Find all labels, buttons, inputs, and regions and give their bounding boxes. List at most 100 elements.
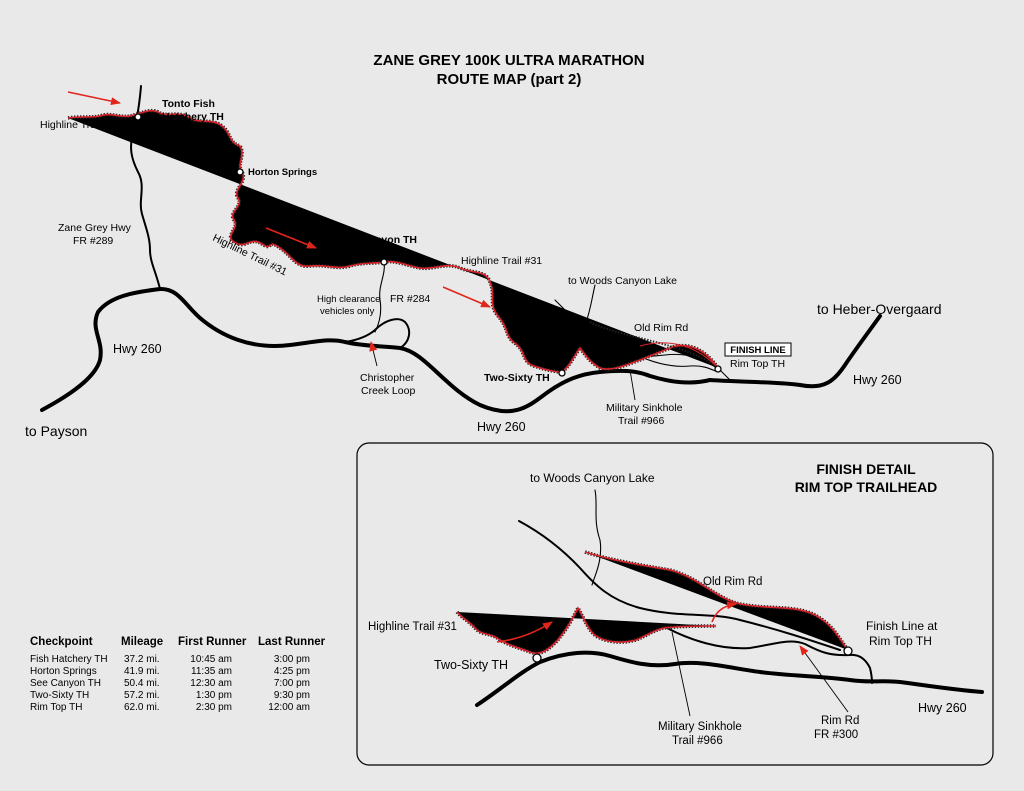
checkpoint-table: Checkpoint Mileage First Runner Last Run…	[30, 636, 326, 713]
label-highline-mid: Highline Trail #31	[461, 255, 542, 267]
inset-rim-rd-leader	[799, 645, 849, 713]
label-to-heber: to Heber-Overgaard	[817, 301, 942, 317]
table-cell-checkpoint: Horton Springs	[30, 666, 97, 677]
table-row: See Canyon TH 50.4 mi. 12:30 am 7:00 pm	[30, 678, 310, 689]
table-cell-checkpoint: Rim Top TH	[30, 702, 82, 713]
label-hwy260-right: Hwy 260	[853, 373, 902, 387]
two-sixty-marker	[558, 369, 566, 377]
old-rim-rd-main-red	[639, 342, 717, 367]
road-to-woods-canyon	[585, 284, 596, 323]
direction-arrow-3	[442, 286, 491, 308]
inset-label-two-sixty: Two-Sixty TH	[434, 658, 508, 672]
label-tonto-fish-1: Tonto Fish	[162, 98, 215, 110]
table-cell-last-runner: 4:25 pm	[274, 666, 310, 677]
inset-frame	[356, 442, 994, 766]
label-high-clearance-2: vehicles only	[320, 306, 375, 317]
horton-springs-marker	[236, 168, 244, 176]
label-finish-line: FINISH LINE	[730, 345, 785, 356]
label-hwy260-bottom: Hwy 260	[477, 420, 526, 434]
table-cell-first-runner: 10:45 am	[190, 654, 232, 665]
inset-label-finish-1: Finish Line at	[866, 619, 938, 633]
table-cell-mileage: 57.2 mi.	[124, 690, 160, 701]
map-title-line2: ROUTE MAP (part 2)	[437, 71, 582, 88]
table-cell-checkpoint: Fish Hatchery TH	[30, 654, 108, 665]
table-header-first-runner: First Runner	[178, 636, 247, 648]
label-to-payson: to Payson	[25, 423, 87, 439]
label-to-woods-canyon: to Woods Canyon Lake	[568, 275, 677, 287]
inset-military-leader	[671, 631, 691, 717]
label-tonto-fish-2: Hatchery TH	[162, 111, 224, 123]
inset-title-2: RIM TOP TRAILHEAD	[795, 479, 938, 495]
see-canyon-marker	[380, 258, 388, 266]
table-cell-last-runner: 12:00 am	[268, 702, 310, 713]
table-cell-checkpoint: See Canyon TH	[30, 678, 101, 689]
table-cell-first-runner: 12:30 am	[190, 678, 232, 689]
table-row: Rim Top TH 62.0 mi. 2:30 pm 12:00 am	[30, 702, 310, 713]
label-two-sixty: Two-Sixty TH	[484, 372, 550, 384]
label-rim-top-th: Rim Top TH	[730, 358, 785, 370]
table-cell-last-runner: 9:30 pm	[274, 690, 310, 701]
label-old-rim-rd: Old Rim Rd	[634, 322, 688, 334]
table-cell-checkpoint: Two-Sixty TH	[30, 690, 89, 701]
inset-direction-arrow-2	[711, 601, 737, 623]
christopher-leader	[369, 341, 378, 367]
inset-label-old-rim-rd: Old Rim Rd	[703, 576, 762, 588]
rim-top-marker	[714, 365, 722, 373]
inset-two-sixty-marker	[532, 653, 542, 663]
christopher-creek-loop-road	[344, 318, 411, 349]
label-zane-grey-1: Zane Grey Hwy	[58, 222, 132, 234]
inset-label-highline: Highline Trail #31	[368, 621, 457, 633]
inset-woods-canyon-spur	[591, 489, 602, 586]
label-horton-springs: Horton Springs	[248, 167, 317, 178]
direction-arrow-1	[67, 91, 121, 106]
direction-arrow-2	[265, 227, 317, 249]
old-rim-rd-main	[589, 321, 717, 367]
table-cell-first-runner: 1:30 pm	[196, 690, 232, 701]
inset-label-military-1: Military Sinkhole	[658, 721, 742, 733]
finish-detail-inset: FINISH DETAIL RIM TOP TRAILHEAD to Woods…	[356, 442, 994, 766]
inset-road-to-woods-canyon	[518, 520, 841, 651]
hwy-260-road	[40, 287, 882, 414]
label-hwy260-left: Hwy 260	[113, 342, 162, 356]
rim-road-fr300	[629, 351, 719, 373]
label-christopher-2: Creek Loop	[361, 385, 415, 397]
table-row: Fish Hatchery TH 37.2 mi. 10:45 am 3:00 …	[30, 654, 310, 665]
military-leader	[629, 369, 636, 401]
inset-rim-rd	[666, 627, 873, 684]
inset-label-finish-2: Rim Top TH	[869, 634, 932, 648]
label-high-clearance-1: High clearance	[317, 294, 380, 305]
table-cell-mileage: 50.4 mi.	[124, 678, 160, 689]
table-cell-first-runner: 2:30 pm	[196, 702, 232, 713]
table-cell-mileage: 41.9 mi.	[124, 666, 160, 677]
table-header-last-runner: Last Runner	[258, 636, 326, 648]
tonto-fish-hatchery-marker	[134, 113, 142, 121]
inset-label-rim-rd-2: FR #300	[814, 729, 858, 741]
inset-label-military-2: Trail #966	[672, 735, 723, 747]
label-highline-left: Highline Trail #31	[40, 119, 121, 131]
label-fr284: FR #284	[390, 293, 430, 305]
inset-hwy-260	[475, 650, 984, 707]
table-cell-mileage: 37.2 mi.	[124, 654, 160, 665]
inset-label-to-woods-canyon: to Woods Canyon Lake	[530, 471, 655, 485]
label-zane-grey-2: FR #289	[73, 235, 113, 247]
table-header-mileage: Mileage	[121, 636, 163, 648]
inset-title-1: FINISH DETAIL	[816, 461, 916, 477]
table-row: Two-Sixty TH 57.2 mi. 1:30 pm 9:30 pm	[30, 690, 310, 701]
fr-284-road	[374, 261, 385, 333]
inset-label-hwy260: Hwy 260	[918, 701, 967, 715]
inset-label-rim-rd-1: Rim Rd	[821, 715, 859, 727]
finish-line-box	[724, 342, 792, 357]
table-row: Horton Springs 41.9 mi. 11:35 am 4:25 pm	[30, 666, 310, 677]
table-cell-last-runner: 3:00 pm	[274, 654, 310, 665]
label-military-1: Military Sinkhole	[606, 402, 683, 414]
map-title-line1: ZANE GREY 100K ULTRA MARATHON	[373, 52, 644, 69]
table-cell-mileage: 62.0 mi.	[124, 702, 160, 713]
table-cell-first-runner: 11:35 am	[191, 666, 232, 677]
label-military-2: Trail #966	[618, 415, 664, 427]
label-christopher-1: Christopher	[360, 372, 415, 384]
inset-rim-top-marker	[843, 646, 853, 656]
table-header-checkpoint: Checkpoint	[30, 636, 93, 648]
inset-direction-arrow-1	[496, 621, 553, 643]
table-cell-last-runner: 7:00 pm	[274, 678, 310, 689]
